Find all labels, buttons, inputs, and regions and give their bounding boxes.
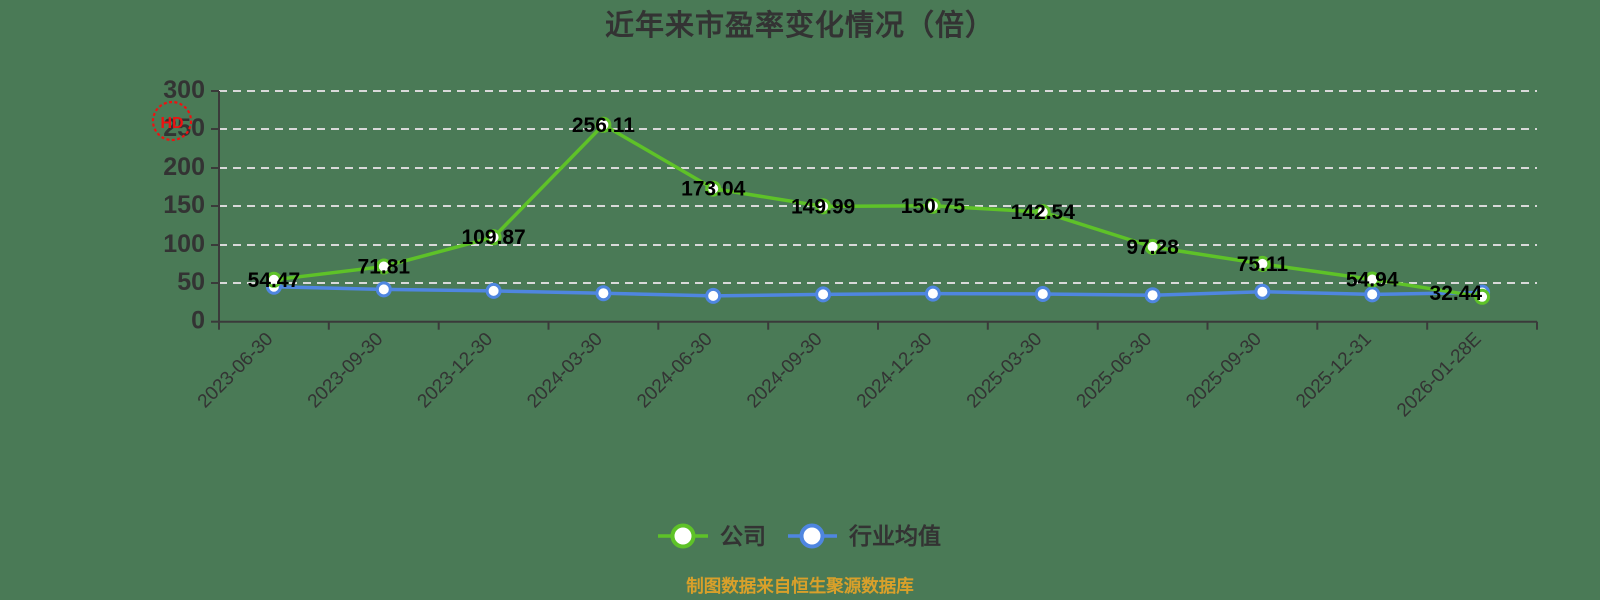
svg-text:制图数据来自恒生聚源数据库: 制图数据来自恒生聚源数据库	[686, 576, 914, 596]
svg-text:2023-06-30: 2023-06-30	[194, 329, 278, 413]
svg-text:2024-12-30: 2024-12-30	[853, 329, 937, 413]
svg-text:75.11: 75.11	[1237, 253, 1289, 276]
svg-text:200: 200	[163, 153, 205, 181]
svg-text:50: 50	[177, 268, 205, 296]
svg-text:2024-09-30: 2024-09-30	[743, 329, 827, 413]
svg-text:256.11: 256.11	[572, 114, 635, 137]
svg-text:0: 0	[191, 307, 205, 335]
svg-text:HD: HD	[160, 115, 183, 132]
svg-text:32.44: 32.44	[1430, 282, 1483, 305]
svg-text:行业均值: 行业均值	[848, 523, 941, 549]
svg-text:2026-01-28E: 2026-01-28E	[1393, 329, 1486, 422]
svg-text:142.54: 142.54	[1011, 201, 1076, 224]
svg-text:2025-09-30: 2025-09-30	[1182, 329, 1266, 413]
svg-text:2024-03-30: 2024-03-30	[523, 329, 607, 413]
svg-text:150.75: 150.75	[901, 195, 966, 218]
svg-text:150: 150	[163, 191, 205, 219]
svg-text:71.81: 71.81	[358, 256, 411, 279]
svg-text:公司: 公司	[720, 523, 766, 549]
svg-text:2025-06-30: 2025-06-30	[1073, 329, 1157, 413]
svg-text:149.99: 149.99	[791, 195, 855, 218]
svg-text:2024-06-30: 2024-06-30	[633, 329, 717, 413]
svg-text:2023-12-30: 2023-12-30	[414, 329, 498, 413]
svg-text:300: 300	[163, 76, 205, 104]
svg-text:173.04: 173.04	[681, 178, 746, 201]
svg-text:97.28: 97.28	[1126, 236, 1179, 259]
svg-text:54.94: 54.94	[1346, 269, 1399, 292]
svg-text:2025-03-30: 2025-03-30	[963, 329, 1047, 413]
svg-text:109.87: 109.87	[461, 226, 525, 249]
svg-text:100: 100	[163, 230, 205, 258]
svg-text:2025-12-31: 2025-12-31	[1292, 329, 1376, 413]
svg-text:54.47: 54.47	[248, 269, 301, 292]
svg-text:2023-09-30: 2023-09-30	[304, 329, 388, 413]
